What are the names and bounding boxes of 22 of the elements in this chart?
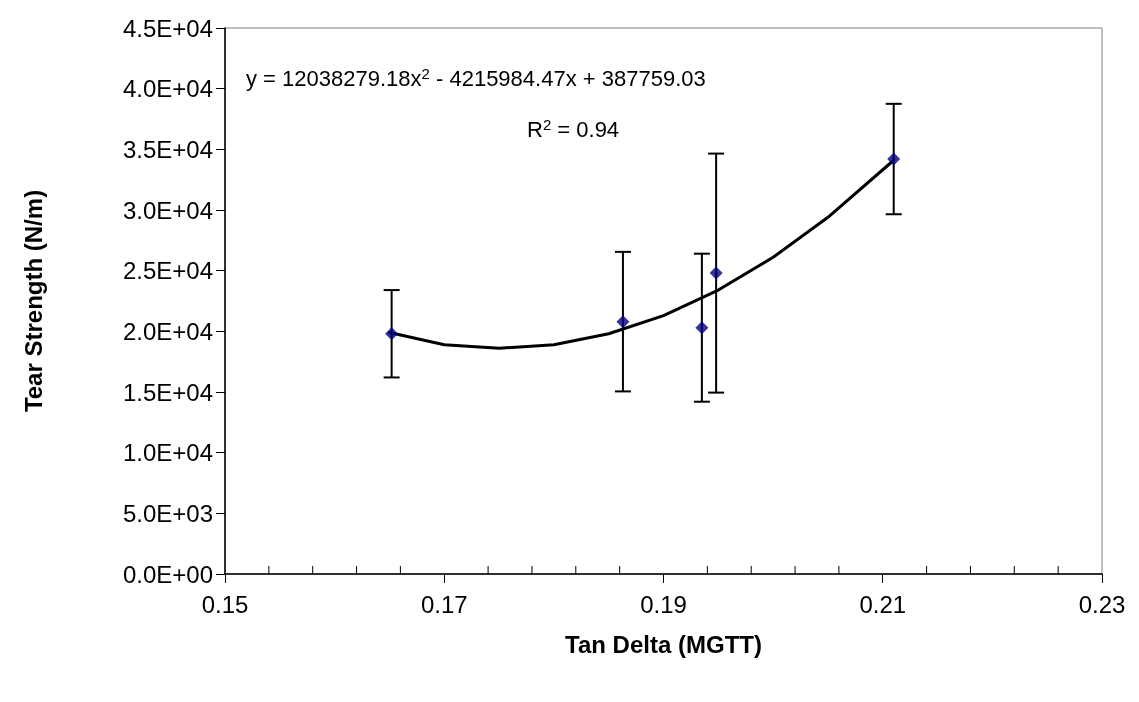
point [887,152,901,166]
x-tick-label: 0.19 [640,590,687,618]
y-axis-title: Tear Strength (N/m) [19,189,47,413]
point [695,321,709,335]
point [616,315,630,329]
y-tick-label: 0.0E+00 [122,560,213,588]
y-tick-label: 4.0E+04 [122,75,213,103]
y-tick-label: 3.0E+04 [122,196,213,224]
y-tick-label: 2.5E+04 [122,257,213,285]
x-tick-label: 0.21 [859,590,907,618]
x-tick-label: 0.15 [201,590,249,618]
y-tick-label: 1.0E+04 [122,439,213,467]
x-tick-label: 0.17 [420,590,468,618]
y-tick-label: 2.0E+04 [122,317,213,345]
point [385,327,399,341]
y-tick-label: 5.0E+03 [122,499,213,527]
point [709,266,723,280]
x-tick-label: 0.23 [1078,590,1126,618]
y-tick-label: 4.5E+04 [122,14,213,42]
y-tick-label: 3.5E+04 [122,135,213,163]
x-axis-title: Tan Delta (MGTT) [565,630,762,658]
y-tick-label: 1.5E+04 [122,378,213,406]
